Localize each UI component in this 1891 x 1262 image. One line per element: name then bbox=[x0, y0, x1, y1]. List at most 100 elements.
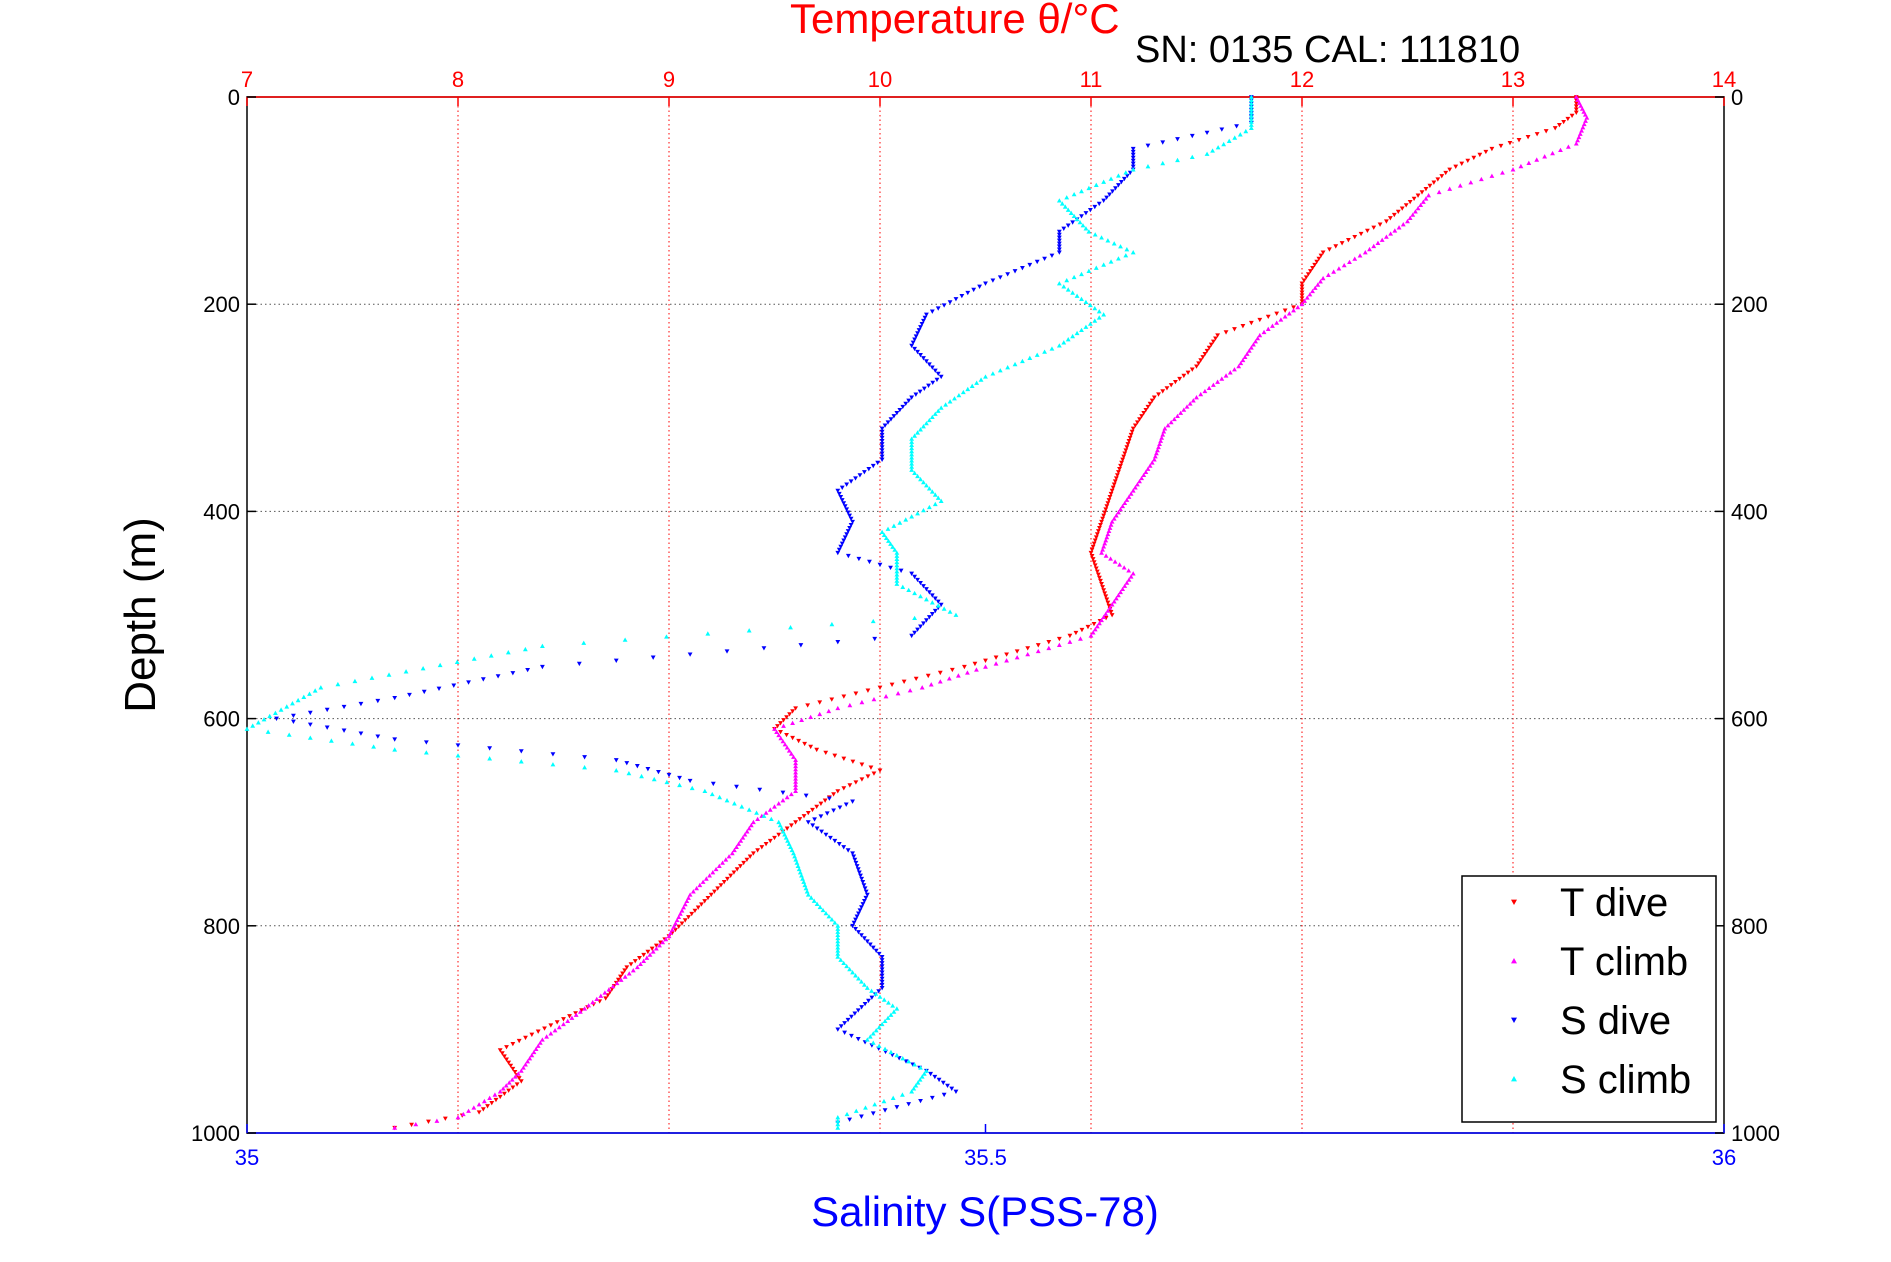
data-point bbox=[1459, 161, 1465, 166]
data-point bbox=[921, 507, 926, 513]
data-point bbox=[960, 389, 966, 395]
data-point bbox=[879, 426, 885, 431]
data-point bbox=[751, 851, 756, 856]
data-point bbox=[1557, 123, 1562, 128]
data-point bbox=[702, 788, 708, 794]
data-point bbox=[784, 794, 790, 800]
data-point bbox=[1005, 272, 1011, 277]
data-point bbox=[888, 1049, 894, 1055]
data-point bbox=[932, 492, 938, 497]
data-point bbox=[912, 1062, 918, 1067]
data-point bbox=[1126, 494, 1132, 499]
data-point bbox=[780, 829, 786, 834]
data-point bbox=[712, 889, 717, 894]
data-point bbox=[736, 841, 742, 846]
data-point bbox=[896, 1056, 902, 1061]
data-point bbox=[1223, 330, 1229, 335]
data-point bbox=[1104, 504, 1110, 509]
data-point bbox=[859, 762, 865, 767]
data-point bbox=[890, 1003, 896, 1008]
data-point bbox=[1200, 355, 1206, 360]
data-point bbox=[938, 602, 944, 608]
data-point bbox=[790, 720, 795, 725]
data-point bbox=[1101, 312, 1107, 317]
data-point bbox=[1067, 633, 1073, 639]
bottom-tick-label: 35.5 bbox=[964, 1145, 1007, 1170]
data-point bbox=[1105, 531, 1111, 537]
data-point bbox=[835, 640, 841, 645]
data-point bbox=[690, 889, 696, 894]
data-point bbox=[1516, 138, 1522, 143]
data-point bbox=[1113, 476, 1119, 481]
data-point bbox=[1187, 401, 1193, 406]
data-point bbox=[437, 662, 443, 668]
data-point bbox=[879, 979, 885, 985]
data-point bbox=[1147, 463, 1153, 468]
left-tick-label: 800 bbox=[203, 914, 240, 939]
data-point bbox=[803, 793, 809, 798]
data-point bbox=[713, 866, 719, 872]
data-point bbox=[1439, 174, 1445, 179]
data-point bbox=[934, 377, 940, 383]
data-point bbox=[375, 698, 381, 704]
data-point bbox=[1119, 460, 1124, 466]
data-point bbox=[811, 898, 817, 903]
data-point bbox=[1046, 640, 1052, 645]
data-point bbox=[871, 771, 877, 776]
data-point bbox=[1575, 137, 1581, 143]
data-point bbox=[802, 882, 808, 888]
data-point bbox=[561, 1017, 566, 1022]
data-point bbox=[676, 914, 682, 919]
data-point bbox=[1435, 177, 1441, 182]
data-point bbox=[850, 923, 855, 929]
data-point bbox=[512, 1069, 518, 1075]
data-point bbox=[1104, 597, 1110, 602]
data-point bbox=[1489, 146, 1495, 152]
data-point bbox=[835, 951, 841, 956]
data-point bbox=[540, 643, 545, 648]
data-point bbox=[480, 1107, 486, 1112]
data-point bbox=[926, 486, 932, 491]
data-point bbox=[1056, 244, 1062, 249]
data-point bbox=[341, 728, 347, 733]
data-point bbox=[1056, 229, 1062, 235]
data-point bbox=[1215, 379, 1220, 384]
data-point bbox=[1042, 349, 1047, 354]
data-point bbox=[1101, 198, 1107, 203]
data-point bbox=[1094, 623, 1100, 629]
data-point bbox=[1145, 143, 1151, 148]
data-point bbox=[502, 1054, 507, 1059]
data-point bbox=[1105, 608, 1111, 613]
data-point bbox=[1070, 290, 1076, 295]
data-point bbox=[918, 353, 923, 358]
data-point bbox=[912, 433, 918, 438]
data-point bbox=[848, 522, 854, 528]
data-point bbox=[835, 1115, 841, 1120]
right-tick-label: 1000 bbox=[1731, 1121, 1780, 1146]
left-tick-label: 200 bbox=[203, 292, 240, 317]
data-point bbox=[1049, 346, 1055, 351]
data-point bbox=[1087, 208, 1093, 213]
data-point bbox=[1274, 320, 1280, 325]
data-point bbox=[900, 404, 906, 410]
bottom-tick-label: 36 bbox=[1712, 1145, 1736, 1170]
data-point bbox=[829, 917, 835, 922]
data-point bbox=[894, 550, 900, 555]
legend-marker bbox=[1511, 899, 1517, 905]
data-point bbox=[1526, 160, 1532, 165]
data-point bbox=[983, 374, 988, 379]
data-point bbox=[1154, 450, 1159, 456]
data-point bbox=[1113, 596, 1119, 601]
data-point bbox=[1189, 133, 1195, 139]
data-point bbox=[1102, 541, 1108, 546]
data-point bbox=[900, 1056, 906, 1061]
data-point bbox=[485, 1104, 490, 1109]
data-point bbox=[540, 1037, 545, 1042]
data-point bbox=[1413, 209, 1418, 214]
data-point bbox=[873, 991, 879, 996]
data-point bbox=[861, 883, 867, 888]
data-point bbox=[835, 705, 841, 711]
data-point bbox=[965, 290, 971, 296]
data-point bbox=[879, 958, 885, 963]
data-point bbox=[755, 816, 761, 822]
